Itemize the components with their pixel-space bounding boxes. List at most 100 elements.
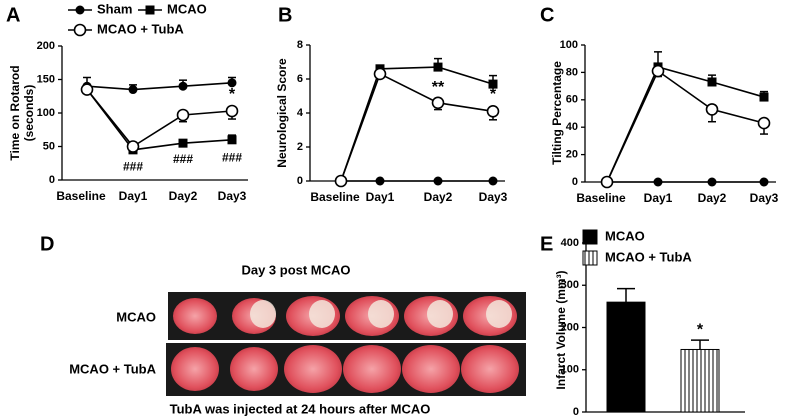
y-axis-label: Infarct Volume (mm³) (554, 270, 568, 389)
marker (178, 81, 188, 91)
x-tick-label: Day1 (644, 191, 673, 205)
marker (73, 23, 87, 37)
marker (486, 105, 500, 118)
x-tick-label: Baseline (310, 190, 360, 204)
marker (375, 176, 385, 186)
brain-slice (284, 345, 342, 393)
marker (488, 176, 498, 186)
annotation: * (697, 321, 704, 338)
annotation: ### (123, 159, 143, 173)
y-tick-label: 200 (37, 40, 55, 52)
x-tick-label: Day3 (218, 189, 247, 203)
x-tick-label: Baseline (56, 189, 106, 203)
panel-letter: B (278, 4, 292, 26)
brain-slice (461, 345, 519, 393)
y-tick-label: 20 (566, 149, 578, 161)
marker (433, 62, 443, 72)
marker (178, 138, 188, 148)
brain-slice (343, 345, 401, 393)
marker (757, 116, 771, 130)
y-tick-label: 60 (566, 94, 578, 106)
row-label: MCAO + TubA (69, 361, 156, 376)
marker (759, 92, 769, 102)
panel-title: Day 3 post MCAO (241, 262, 350, 277)
y-tick-label: 300 (561, 279, 579, 291)
marker (433, 176, 443, 186)
marker (227, 78, 237, 88)
line (86, 82, 233, 91)
x-tick-label: Day2 (698, 191, 727, 205)
marker (75, 5, 85, 15)
line (606, 69, 765, 183)
marker (80, 83, 94, 96)
marker (373, 67, 387, 81)
legend-label: MCAO (167, 1, 207, 16)
y-tick-label: 8 (297, 39, 303, 51)
panel-letter: E (540, 233, 553, 255)
marker (653, 177, 663, 187)
x-tick-label: Day2 (424, 190, 453, 204)
y-tick-label: 80 (566, 66, 578, 78)
annotation: ### (222, 151, 242, 165)
y-tick-label: 100 (561, 364, 579, 376)
y-tick-label: 0 (572, 176, 578, 188)
legend-label: Sham (97, 1, 132, 16)
panel-letter: C (540, 4, 554, 26)
marker (227, 135, 237, 145)
x-tick-label: Day1 (366, 190, 395, 204)
line (86, 89, 233, 151)
x-tick-label: Day3 (479, 190, 508, 204)
marker (488, 79, 498, 89)
marker (225, 104, 239, 118)
y-tick-label: 100 (560, 39, 578, 51)
marker (600, 175, 614, 189)
y-tick-label: 6 (297, 73, 303, 85)
y-tick-label: 0 (573, 406, 579, 418)
y-axis-label: Time on Rotarod (8, 65, 22, 160)
annotation: ### (173, 152, 193, 166)
marker (126, 140, 140, 153)
y-tick-label: 4 (297, 107, 304, 119)
y-axis-label: Neurological Score (275, 58, 289, 168)
brain-slice (171, 347, 219, 391)
x-tick-label: Baseline (576, 191, 626, 205)
legend-swatch (582, 250, 598, 266)
y-tick-label: 150 (37, 73, 55, 85)
panel-letter: D (40, 233, 54, 255)
marker (705, 103, 719, 116)
marker (707, 177, 717, 187)
y-tick-label: 40 (566, 121, 578, 133)
y-axis-label: (seconds) (22, 85, 36, 142)
marker (759, 177, 769, 187)
x-tick-label: Day1 (119, 189, 148, 203)
y-tick-label: 2 (297, 141, 303, 153)
legend-label: MCAO + TubA (97, 21, 184, 36)
y-axis-label: Tilting Percentage (550, 61, 564, 165)
x-tick-label: Day3 (750, 191, 779, 205)
bar (680, 348, 720, 413)
marker (431, 96, 445, 110)
caption: TubA was injected at 24 hours after MCAO (170, 401, 431, 416)
annotation: * (490, 86, 497, 103)
line (340, 66, 494, 182)
y-tick-label: 100 (37, 107, 55, 119)
y-tick-label: 200 (561, 321, 579, 333)
legend-swatch (582, 229, 598, 245)
line (86, 89, 233, 148)
marker (145, 5, 155, 15)
annotation: ** (432, 79, 445, 96)
panel-letter: A (6, 4, 20, 26)
marker (128, 85, 138, 95)
marker (707, 77, 717, 87)
bar (606, 301, 646, 413)
marker (334, 174, 348, 188)
brain-slice (402, 345, 460, 393)
legend-label: MCAO (605, 228, 645, 243)
annotation: * (229, 86, 236, 103)
line (606, 65, 765, 183)
y-tick-label: 0 (297, 175, 303, 187)
infarct (250, 300, 276, 328)
x-tick-label: Day2 (169, 189, 198, 203)
infarct (309, 300, 335, 328)
legend-label: MCAO + TubA (605, 249, 692, 264)
